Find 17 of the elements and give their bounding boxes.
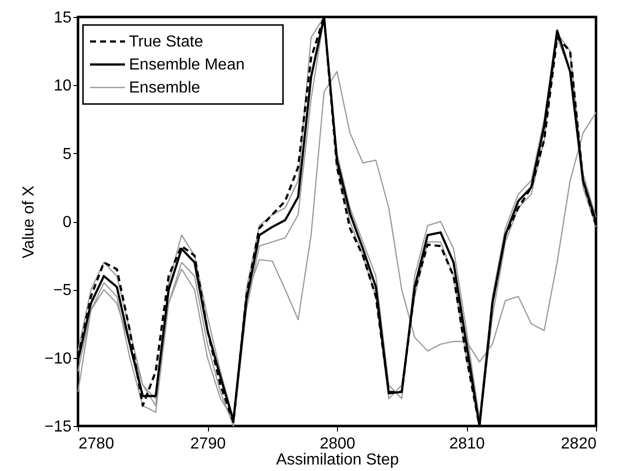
x-tick-label: 2800 (320, 436, 356, 452)
x-tick-label: 2810 (449, 436, 485, 452)
legend-label: True State (129, 34, 204, 50)
x-tick-label: 2780 (78, 436, 114, 452)
y-tick-label: −15 (44, 418, 72, 436)
y-tick-label: 15 (54, 10, 72, 26)
y-tick-label: 10 (54, 78, 72, 95)
y-tick-label: 5 (62, 146, 72, 163)
y-axis-title: Value of X (20, 185, 38, 258)
y-tick-label: −5 (53, 282, 72, 300)
x-tick-label: 2820 (560, 436, 597, 452)
legend-label: Ensemble (129, 80, 200, 96)
legend-label: Ensemble Mean (129, 56, 245, 74)
y-tick-label: 0 (62, 214, 72, 231)
y-tick-label: −10 (44, 350, 72, 368)
x-axis-title: Assimilation Step (276, 452, 399, 468)
x-tick-label: 2790 (190, 436, 226, 452)
